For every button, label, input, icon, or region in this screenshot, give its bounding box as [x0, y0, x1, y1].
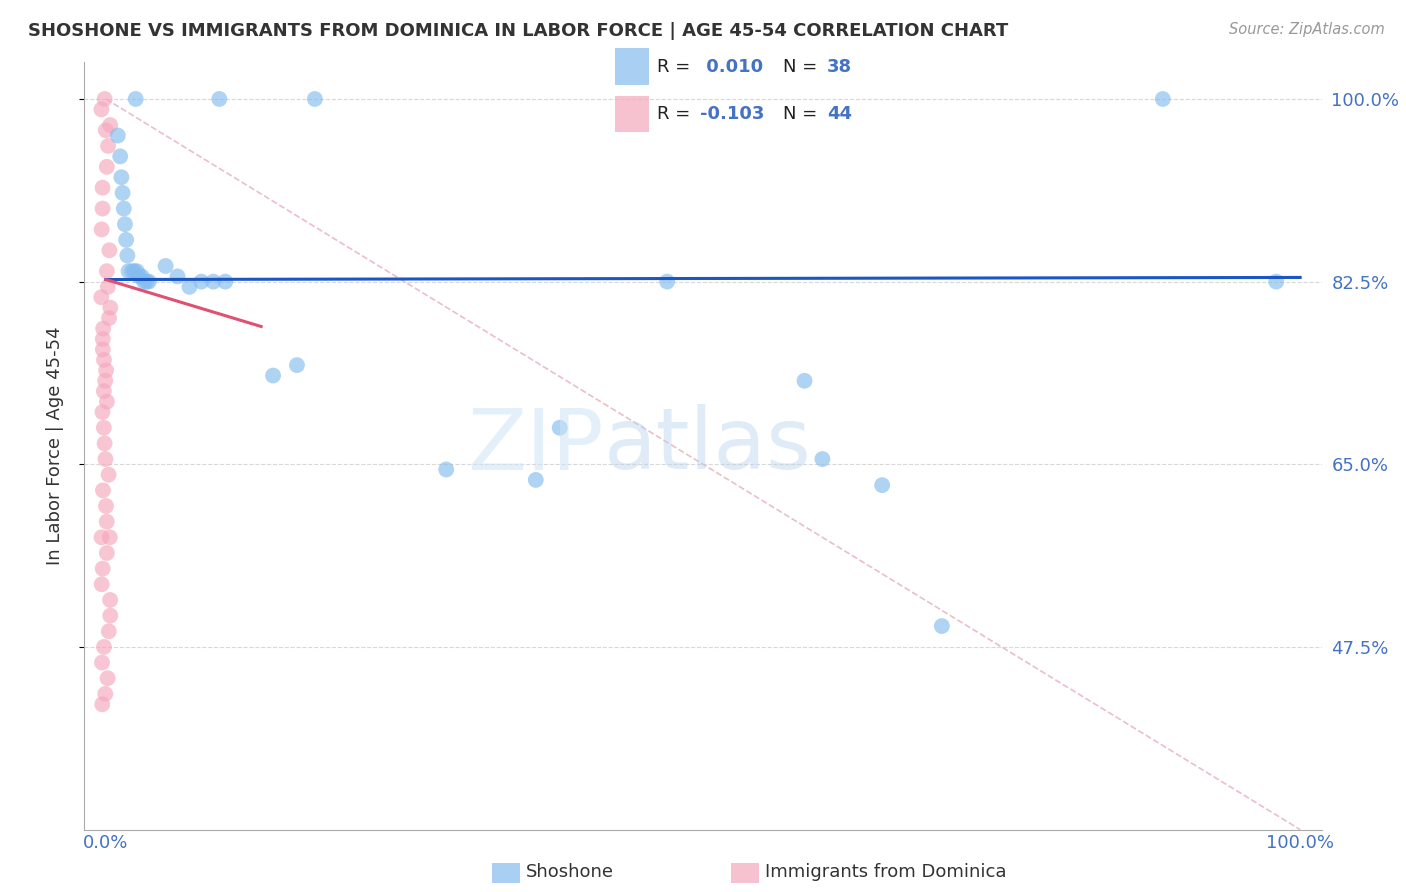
Point: [91, 202, 114, 216]
Point: [96, 264, 118, 278]
Point: [811, 452, 834, 467]
Text: -0.103: -0.103: [700, 105, 765, 123]
Point: [135, 275, 157, 289]
Point: [96, 515, 118, 529]
Point: [155, 259, 177, 273]
Point: [1152, 92, 1174, 106]
Point: [117, 248, 139, 262]
Point: [1265, 275, 1288, 289]
FancyBboxPatch shape: [614, 95, 648, 132]
Point: [93, 436, 115, 450]
Point: [524, 473, 547, 487]
Point: [115, 233, 138, 247]
Point: [98, 301, 121, 315]
Point: [657, 275, 679, 289]
Point: [125, 264, 148, 278]
Text: 44: 44: [827, 105, 852, 123]
Point: [96, 394, 118, 409]
Point: [93, 92, 115, 106]
Point: [94, 499, 117, 513]
Point: [132, 275, 155, 289]
Point: [96, 546, 118, 560]
Point: [214, 275, 236, 289]
Y-axis label: In Labor Force | Age 45-54: In Labor Force | Age 45-54: [45, 326, 63, 566]
Point: [98, 244, 121, 258]
Point: [870, 478, 893, 492]
Text: Shoshone: Shoshone: [526, 863, 614, 881]
Point: [96, 160, 118, 174]
Point: [111, 186, 134, 200]
Text: N =: N =: [783, 58, 823, 76]
Point: [98, 118, 121, 132]
Text: Source: ZipAtlas.com: Source: ZipAtlas.com: [1229, 22, 1385, 37]
Point: [110, 170, 132, 185]
Point: [114, 217, 136, 231]
Point: [98, 608, 121, 623]
Point: [94, 452, 117, 467]
Point: [931, 619, 953, 633]
Point: [91, 698, 114, 712]
Point: [121, 264, 143, 278]
Point: [97, 671, 120, 685]
Point: [91, 656, 114, 670]
Point: [97, 139, 120, 153]
Point: [285, 358, 308, 372]
Point: [107, 128, 129, 143]
Point: [98, 311, 121, 326]
Point: [98, 530, 121, 544]
Point: [124, 264, 146, 278]
Point: [304, 92, 326, 106]
Point: [94, 687, 117, 701]
Text: 38: 38: [827, 58, 852, 76]
Point: [94, 374, 117, 388]
Point: [202, 275, 225, 289]
Point: [138, 275, 160, 289]
Point: [91, 483, 114, 498]
Point: [90, 530, 112, 544]
Point: [97, 467, 120, 482]
Point: [125, 92, 148, 106]
Point: [190, 275, 212, 289]
Point: [93, 352, 115, 367]
Point: [91, 180, 114, 194]
Point: [434, 462, 457, 476]
Point: [91, 405, 114, 419]
Point: [90, 222, 112, 236]
Point: [166, 269, 188, 284]
Text: SHOSHONE VS IMMIGRANTS FROM DOMINICA IN LABOR FORCE | AGE 45-54 CORRELATION CHAR: SHOSHONE VS IMMIGRANTS FROM DOMINICA IN …: [28, 22, 1008, 40]
Text: R =: R =: [658, 105, 696, 123]
Point: [93, 640, 115, 654]
Point: [98, 593, 121, 607]
Point: [91, 332, 114, 346]
Point: [90, 577, 112, 591]
Text: Immigrants from Dominica: Immigrants from Dominica: [765, 863, 1007, 881]
Text: atlas: atlas: [605, 404, 813, 488]
Text: N =: N =: [783, 105, 823, 123]
Point: [131, 269, 153, 284]
Point: [262, 368, 284, 383]
Point: [93, 384, 115, 399]
Text: 0.010: 0.010: [700, 58, 763, 76]
Point: [793, 374, 815, 388]
Point: [548, 421, 571, 435]
Point: [94, 363, 117, 377]
Point: [93, 421, 115, 435]
FancyBboxPatch shape: [614, 48, 648, 86]
Point: [179, 280, 201, 294]
Point: [91, 561, 114, 575]
Point: [91, 321, 114, 335]
Text: R =: R =: [658, 58, 696, 76]
Point: [108, 149, 131, 163]
Point: [128, 269, 150, 284]
Point: [97, 280, 120, 294]
Point: [91, 343, 114, 357]
Point: [112, 202, 135, 216]
Point: [90, 103, 112, 117]
Point: [97, 624, 120, 639]
Point: [117, 264, 139, 278]
Point: [94, 123, 117, 137]
Text: ZIP: ZIP: [468, 404, 605, 488]
Point: [90, 290, 112, 304]
Point: [208, 92, 231, 106]
